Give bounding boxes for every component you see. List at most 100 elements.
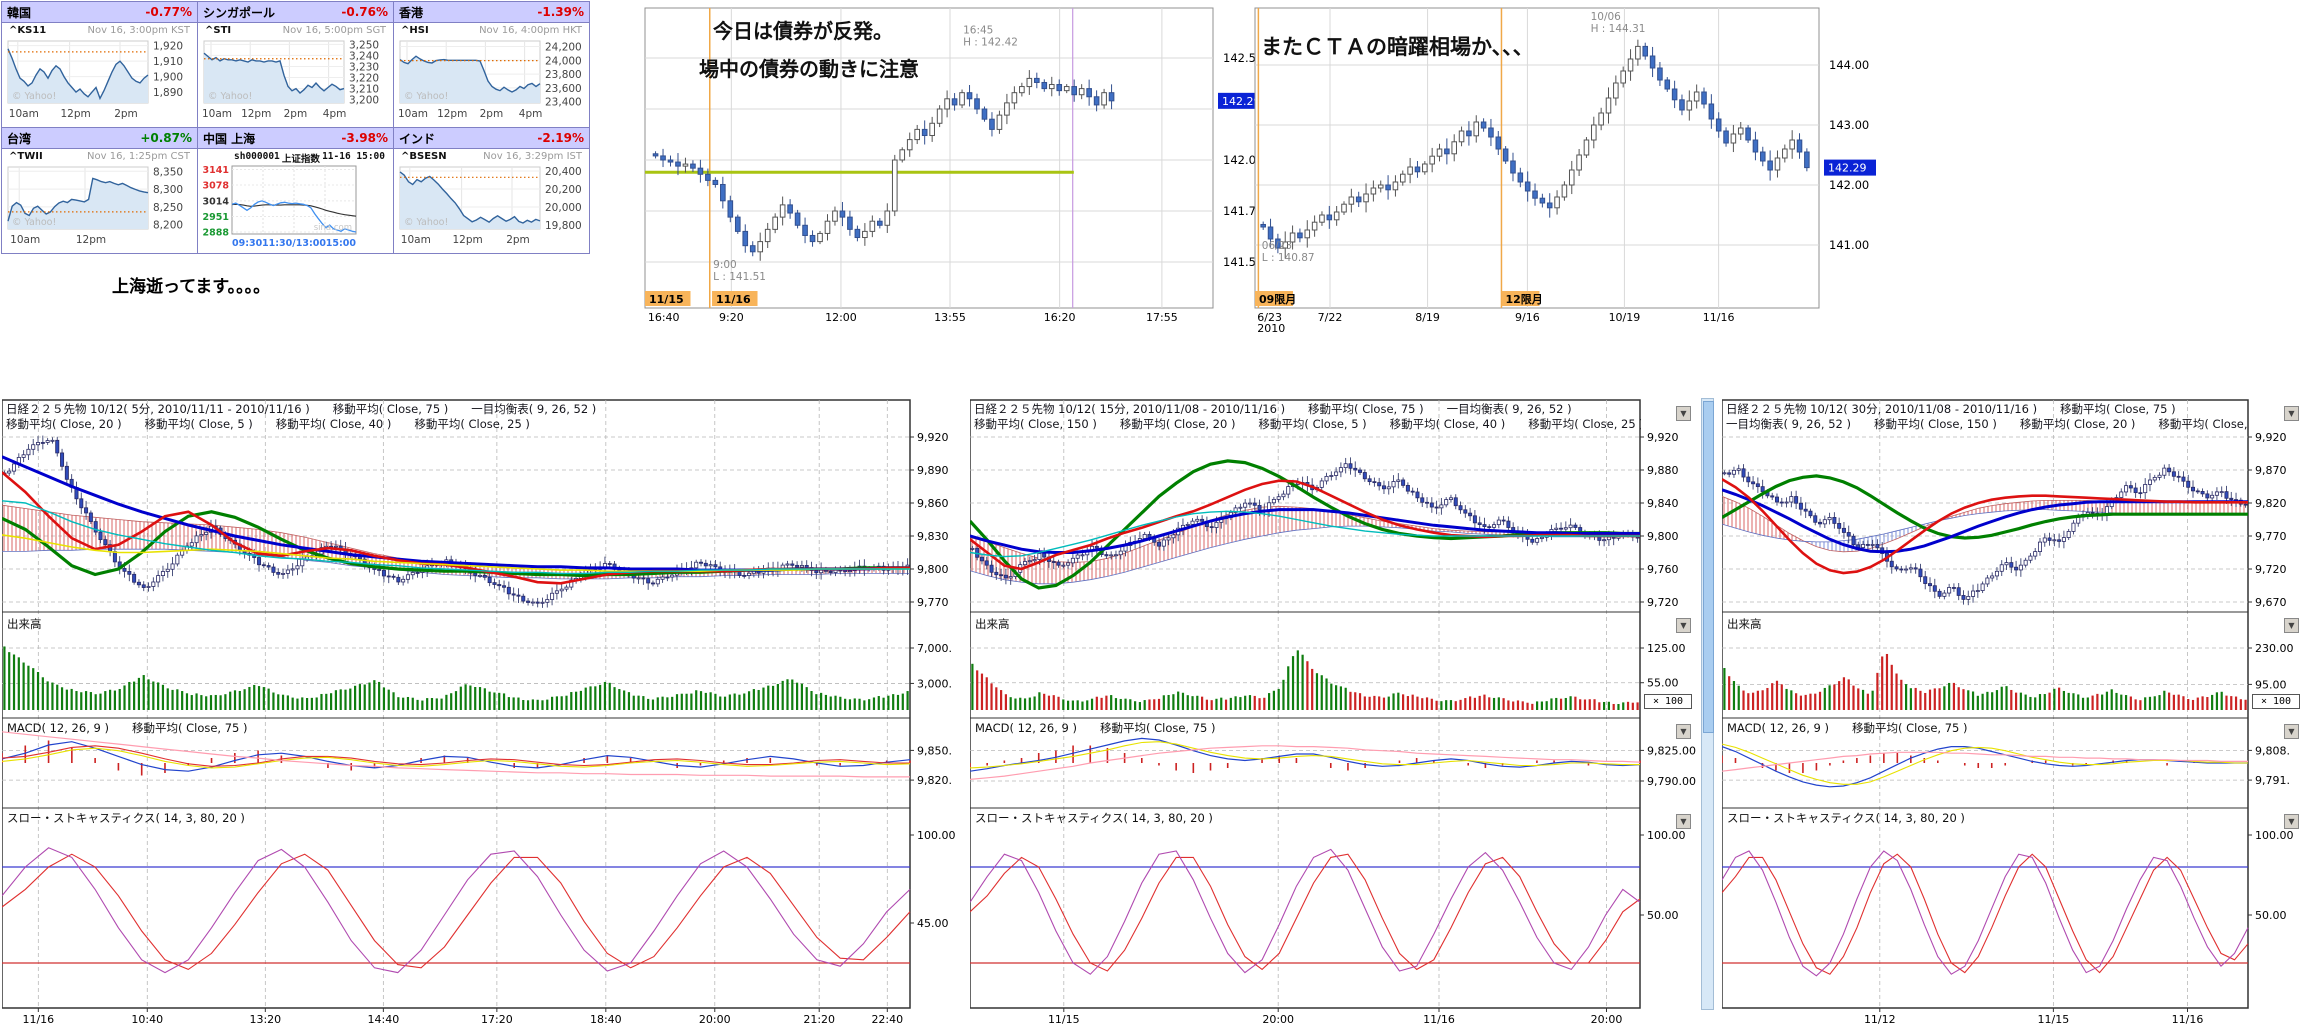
svg-text:9,770: 9,770 — [917, 596, 949, 609]
svg-text:1,910: 1,910 — [153, 56, 183, 68]
svg-text:3078: 3078 — [203, 181, 230, 192]
vertical-scrollbar[interactable] — [1701, 398, 1714, 1010]
svg-text:H : 142.42: H : 142.42 — [963, 37, 1018, 49]
panel-collapse-button-0[interactable]: ▼ — [1676, 406, 1691, 421]
last-price-label: 142.29 — [1222, 95, 1261, 108]
svg-text:© Yahoo!: © Yahoo! — [12, 91, 56, 102]
svg-text:4pm: 4pm — [323, 108, 347, 120]
market-title: シンガポール — [203, 5, 276, 20]
sina-header-2: 11-16 15:00 — [322, 151, 385, 162]
svg-text:19,800: 19,800 — [545, 220, 582, 232]
svg-text:11/16: 11/16 — [22, 1013, 54, 1026]
market-title: 韓国 — [7, 5, 32, 20]
svg-text:L : 140.87: L : 140.87 — [1262, 252, 1315, 264]
svg-text:10:40: 10:40 — [131, 1013, 163, 1026]
svg-text:142.00: 142.00 — [1223, 153, 1263, 167]
svg-text:1,920: 1,920 — [153, 41, 183, 53]
market-change: -1.39% — [537, 5, 584, 19]
nikkei225-5min-chart: 出来高 MACD( 12, 26, 9 ) 移動平均( Close, 75 ) スロ… — [2, 398, 982, 1034]
bond-note-line2: 場中の債券の動きに注意 — [699, 57, 919, 81]
volume-multiplier-box: × 100 — [1644, 694, 1692, 709]
svg-text:H : 144.31: H : 144.31 — [1591, 23, 1646, 35]
svg-text:10am: 10am — [202, 108, 232, 120]
svg-text:20,200: 20,200 — [545, 184, 582, 196]
svg-text:06/23: 06/23 — [1262, 240, 1292, 252]
bond-note-line1: 今日は債券が反発。 — [713, 19, 893, 43]
svg-text:9,800: 9,800 — [1647, 530, 1679, 543]
svg-text:2951: 2951 — [203, 212, 229, 223]
svg-text:8,300: 8,300 — [153, 184, 183, 196]
market-card-header: 中国 上海 -3.98% — [198, 128, 393, 149]
svg-text:© Yahoo!: © Yahoo! — [404, 217, 448, 228]
svg-text:10am: 10am — [10, 234, 40, 246]
svg-text:9,890: 9,890 — [917, 464, 949, 477]
svg-text:9,820.: 9,820. — [917, 774, 952, 787]
svg-text:23,400: 23,400 — [545, 97, 582, 109]
panel-collapse-button-1[interactable]: ▼ — [1676, 618, 1691, 633]
svg-text:24,200: 24,200 — [545, 42, 582, 54]
svg-text:9,850.: 9,850. — [917, 744, 952, 757]
svg-text:9:20: 9:20 — [719, 311, 744, 324]
market-title: インド — [399, 131, 436, 146]
svg-text:スロー・ストキャスティクス( 14, 3, 80, 20 ): スロー・ストキャスティクス( 14, 3, 80, 20 ) — [1727, 811, 1965, 825]
svg-text:9,720: 9,720 — [1647, 596, 1679, 609]
panel-collapse-button-2[interactable]: ▼ — [2284, 724, 2299, 739]
svg-text:移動平均( Close, 150 ) 移動平均( Clos: 移動平均( Close, 150 ) 移動平均( Close, 20 ) 移動平… — [974, 417, 1644, 431]
svg-text:23,600: 23,600 — [545, 83, 582, 95]
market-chart-india: 20,400 20,200 20,000 19,800 10am 12pm 2pm © Yah… — [399, 166, 582, 246]
market-symbol: ^STI — [205, 25, 232, 36]
last-price-label: 142.29 — [1828, 162, 1867, 175]
sina-header-1: 上证指数 — [281, 154, 320, 165]
panel-collapse-button-3[interactable]: ▼ — [2284, 814, 2299, 829]
svg-text:45.00: 45.00 — [917, 917, 949, 930]
volume-multiplier-box: × 100 — [2252, 694, 2300, 709]
panel-collapse-button-3[interactable]: ▼ — [1676, 814, 1691, 829]
svg-text:9,920: 9,920 — [2255, 431, 2287, 444]
panel-collapse-button-1[interactable]: ▼ — [2284, 618, 2299, 633]
svg-text:16:40: 16:40 — [648, 311, 680, 324]
svg-text:7,000.: 7,000. — [917, 642, 952, 655]
scrollbar-thumb[interactable] — [1703, 401, 1714, 733]
market-card-header: 韓国 -0.77% — [2, 2, 197, 23]
svg-text:50.00: 50.00 — [2255, 909, 2287, 922]
market-symbol: ^TWII — [9, 151, 43, 162]
svg-text:6/23: 6/23 — [1257, 311, 1282, 324]
svg-text:12pm: 12pm — [452, 234, 482, 246]
svg-text:12pm: 12pm — [241, 108, 271, 120]
svg-text:MACD( 12, 26, 9 ) 移動平均( Close: MACD( 12, 26, 9 ) 移動平均( Close, 75 ) — [1727, 721, 1968, 735]
market-change: -3.98% — [341, 131, 388, 145]
nikkei225-30min-canvas: 出来高 MACD( 12, 26, 9 ) 移動平均( Close, 75 ) スロ… — [1722, 398, 2316, 1034]
svg-text:24,000: 24,000 — [545, 55, 582, 67]
nikkei225-5min-canvas: 出来高 MACD( 12, 26, 9 ) 移動平均( Close, 75 ) スロ… — [2, 398, 982, 1034]
svg-text:2pm: 2pm — [506, 234, 530, 246]
svg-text:11/16: 11/16 — [1423, 1013, 1455, 1026]
bond-daily-chart: またＣＴＡの暗躍相場か、、、 10/06 H : 144.31 06/23 L : 1… — [1253, 3, 1918, 333]
svg-text:23,800: 23,800 — [545, 69, 582, 81]
svg-text:3,200: 3,200 — [349, 95, 379, 107]
svg-text:230.00: 230.00 — [2255, 642, 2294, 655]
market-symbol: ^KS11 — [9, 25, 47, 36]
svg-text:141.50: 141.50 — [1223, 255, 1263, 269]
svg-text:3,240: 3,240 — [349, 50, 379, 62]
svg-text:一目均衡表( 9, 26, 52 ) 移動平均( Clos: 一目均衡表( 9, 26, 52 ) 移動平均( Close, 150 ) 移動… — [1726, 417, 2267, 431]
panel-collapse-button-0[interactable]: ▼ — [2284, 406, 2299, 421]
svg-text:MACD( 12, 26, 9 ) 移動平均( Close: MACD( 12, 26, 9 ) 移動平均( Close, 75 ) — [975, 721, 1216, 735]
market-change: -2.19% — [537, 131, 584, 145]
shanghai-comment: 上海逝ってます。。。。 — [112, 277, 271, 297]
svg-text:13:55: 13:55 — [934, 311, 966, 324]
svg-text:2010: 2010 — [1257, 322, 1285, 333]
svg-text:22:40: 22:40 — [871, 1013, 903, 1026]
svg-text:9,670: 9,670 — [2255, 596, 2287, 609]
market-card-taiwan: 台湾 +0.87% ^TWII Nov 16, 1:25pm CST 8,350 8,30… — [1, 127, 198, 254]
panel-collapse-button-2[interactable]: ▼ — [1676, 724, 1691, 739]
market-symbol: ^BSESN — [401, 151, 447, 162]
svg-text:11:30/13:00: 11:30/13:00 — [262, 238, 326, 249]
svg-text:8,350: 8,350 — [153, 166, 183, 178]
svg-text:9,820: 9,820 — [2255, 497, 2287, 510]
bond-intraday-chart: 今日は債券が反発。 場中の債券の動きに注意 16:45 H : 142.42 9:0… — [643, 3, 1308, 333]
svg-text:3,250: 3,250 — [349, 39, 379, 51]
svg-text:移動平均( Close, 20 ) 移動平均( Close: 移動平均( Close, 20 ) 移動平均( Close, 5 ) 移動平均(… — [6, 417, 530, 431]
